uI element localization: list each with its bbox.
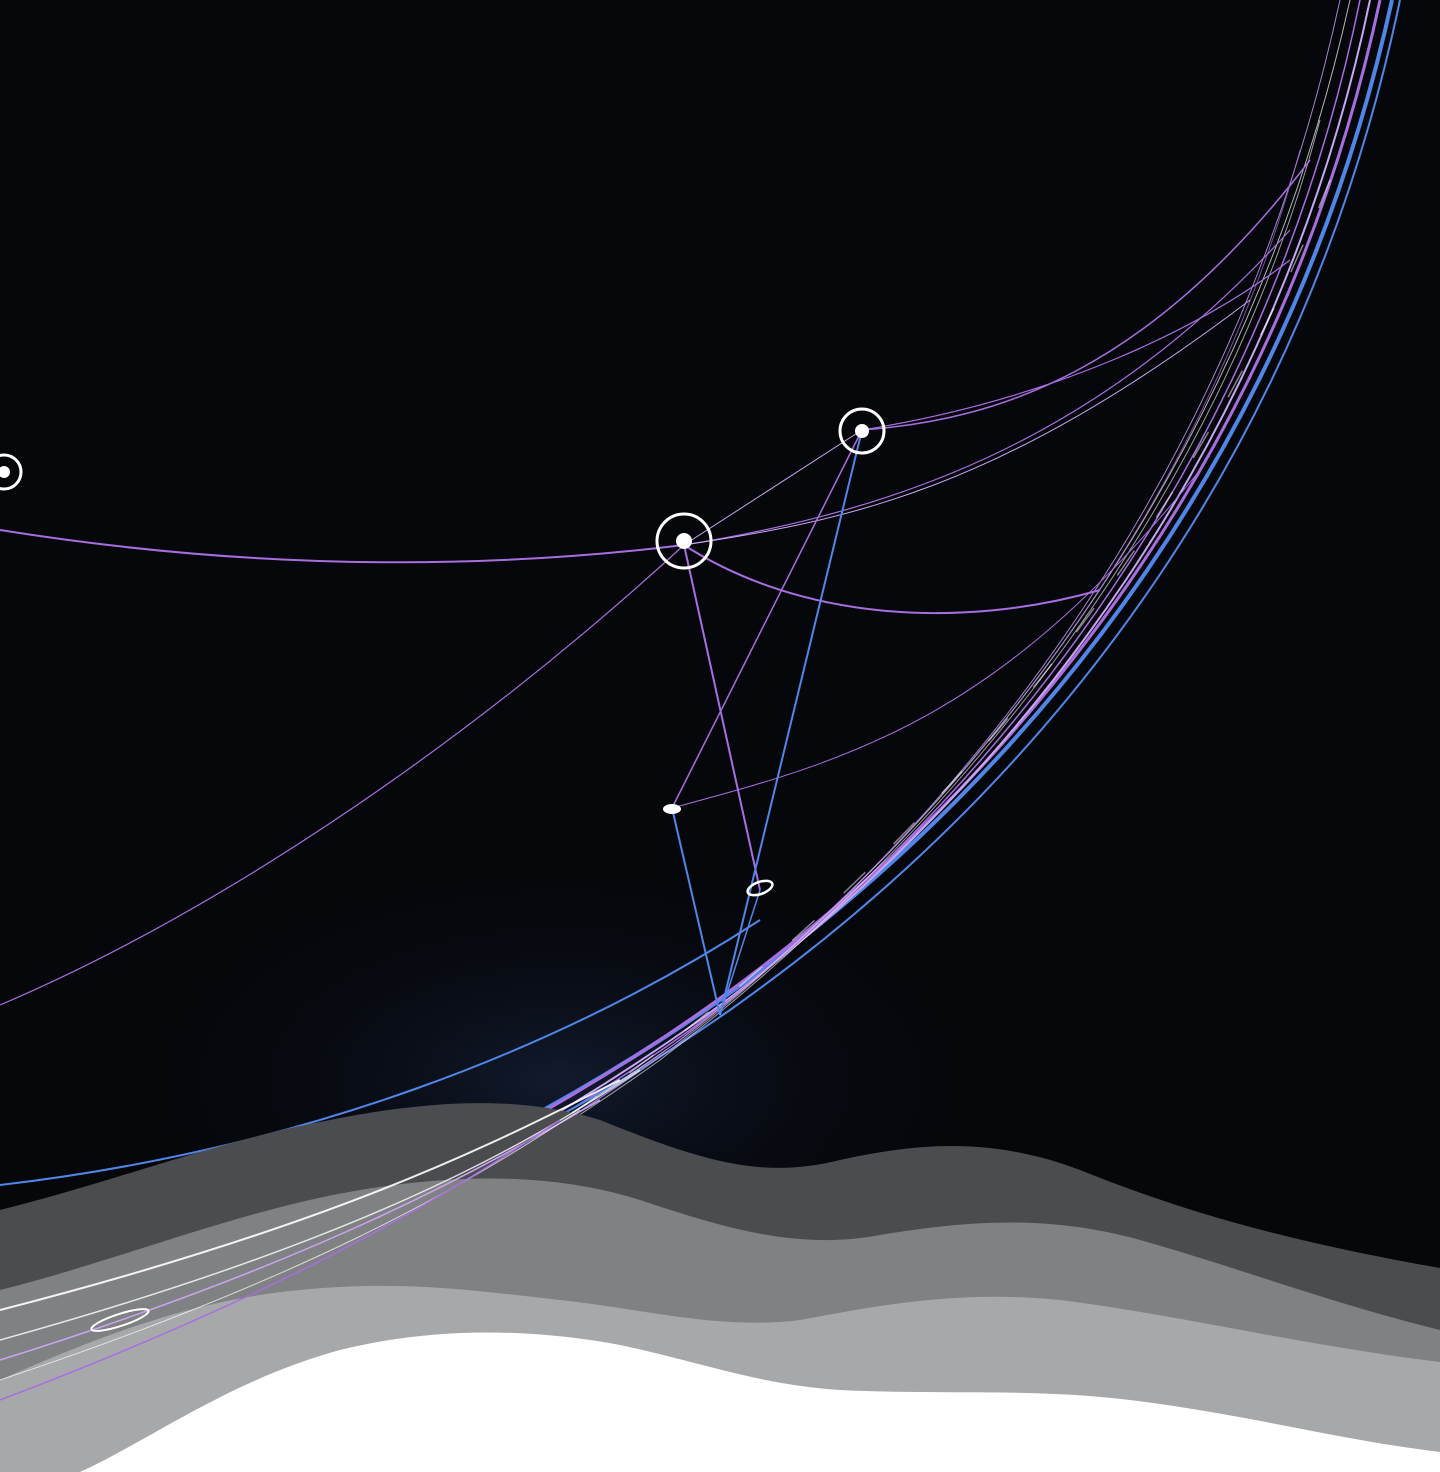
bright-strands <box>0 1069 641 1401</box>
node-upper <box>838 407 886 455</box>
node-center <box>655 512 713 570</box>
node-small-2 <box>746 879 774 897</box>
wave-white <box>80 1332 1440 1472</box>
bottom-waves <box>0 1103 1440 1472</box>
node-left <box>0 453 23 491</box>
node-small-1 <box>663 804 681 814</box>
